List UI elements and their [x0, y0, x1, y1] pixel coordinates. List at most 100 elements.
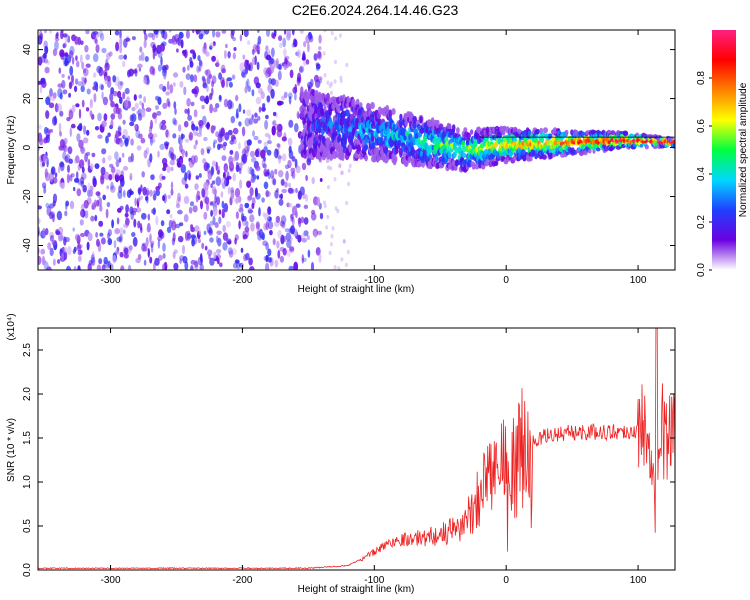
- noise-cell: [207, 170, 213, 180]
- noise-cell: [333, 79, 337, 84]
- noise-cell: [286, 249, 291, 258]
- noise-cell: [288, 119, 294, 128]
- noise-cell: [143, 96, 147, 103]
- noise-cell: [180, 164, 186, 174]
- noise-cell: [145, 107, 152, 112]
- noise-cell: [110, 87, 115, 95]
- y-tick-label: 0.0: [22, 563, 33, 577]
- noise-cell: [115, 250, 120, 255]
- noise-cell: [256, 61, 260, 71]
- noise-cell: [288, 150, 294, 160]
- signal-cell: [364, 154, 368, 162]
- noise-cell: [266, 30, 270, 37]
- noise-cell: [330, 31, 334, 36]
- noise-cell: [276, 240, 280, 249]
- noise-cell: [57, 83, 63, 88]
- noise-cell: [135, 257, 141, 264]
- noise-cell: [85, 30, 90, 35]
- signal-cell: [326, 92, 330, 100]
- noise-cell: [197, 194, 201, 200]
- noise-cell: [40, 248, 46, 255]
- noise-cell: [239, 62, 245, 72]
- noise-cell: [155, 189, 161, 197]
- noise-cell: [193, 144, 197, 150]
- noise-cell: [188, 206, 193, 214]
- noise-cell: [67, 146, 72, 155]
- noise-cell: [271, 125, 276, 136]
- noise-cell: [238, 121, 242, 127]
- noise-cell: [92, 86, 97, 91]
- noise-cell: [80, 40, 84, 45]
- noise-cell: [39, 137, 44, 146]
- noise-cell: [129, 121, 135, 127]
- signal-cell: [435, 154, 439, 162]
- noise-cell: [307, 158, 311, 163]
- noise-cell: [115, 169, 121, 176]
- signal-cell: [639, 143, 644, 148]
- noise-cell: [85, 63, 91, 68]
- noise-cell: [283, 63, 288, 70]
- noise-cell: [218, 96, 222, 103]
- noise-cell: [197, 55, 201, 62]
- noise-cell: [281, 221, 286, 229]
- noise-cell: [158, 182, 162, 189]
- noise-cell: [43, 58, 49, 64]
- noise-cell: [173, 119, 178, 126]
- noise-cell: [298, 217, 302, 228]
- signal-cell: [398, 139, 402, 147]
- noise-cell: [134, 197, 137, 207]
- noise-cell: [266, 95, 271, 103]
- noise-cell: [221, 68, 226, 74]
- noise-cell: [183, 49, 188, 59]
- noise-cell: [225, 43, 228, 49]
- noise-cell: [38, 205, 42, 210]
- colorbar-tick-label: 0.6: [696, 119, 707, 133]
- noise-cell: [59, 110, 64, 117]
- noise-cell: [122, 91, 126, 100]
- noise-cell: [255, 192, 261, 200]
- noise-cell: [112, 75, 117, 83]
- noise-cell: [290, 172, 294, 177]
- noise-cell: [301, 238, 308, 243]
- noise-cell: [252, 56, 257, 66]
- noise-cell: [80, 209, 86, 218]
- noise-cell: [154, 257, 160, 266]
- noise-cell: [315, 66, 320, 71]
- noise-cell: [145, 196, 148, 201]
- noise-cell: [169, 84, 174, 94]
- noise-cell: [329, 242, 333, 247]
- noise-cell: [171, 237, 175, 246]
- noise-cell: [223, 98, 229, 108]
- noise-cell: [242, 153, 248, 164]
- noise-cell: [43, 30, 47, 34]
- noise-cell: [67, 164, 70, 173]
- noise-cell: [92, 53, 99, 63]
- noise-cell: [199, 263, 204, 270]
- noise-cell: [99, 205, 103, 212]
- noise-cell: [73, 186, 76, 192]
- noise-cell: [285, 232, 292, 241]
- signal-cell: [370, 102, 375, 110]
- noise-cell: [184, 108, 188, 114]
- noise-cell: [276, 148, 280, 156]
- noise-cell: [251, 89, 255, 97]
- signal-cell: [419, 116, 423, 124]
- noise-cell: [104, 76, 109, 85]
- noise-cell: [307, 42, 310, 53]
- noise-cell: [158, 254, 163, 261]
- noise-cell: [171, 220, 177, 231]
- noise-cell: [202, 77, 207, 88]
- signal-cell: [417, 160, 423, 167]
- y-tick-label: 0.5: [22, 519, 33, 533]
- noise-cell: [249, 187, 254, 197]
- noise-cell: [275, 58, 279, 68]
- noise-cell: [235, 113, 239, 119]
- noise-cell: [150, 138, 156, 144]
- noise-cell: [49, 231, 55, 239]
- noise-cell: [124, 138, 129, 147]
- noise-cell: [277, 154, 282, 165]
- noise-cell: [278, 170, 284, 178]
- noise-cell: [84, 152, 88, 163]
- noise-cell: [80, 210, 84, 218]
- noise-cell: [86, 241, 90, 251]
